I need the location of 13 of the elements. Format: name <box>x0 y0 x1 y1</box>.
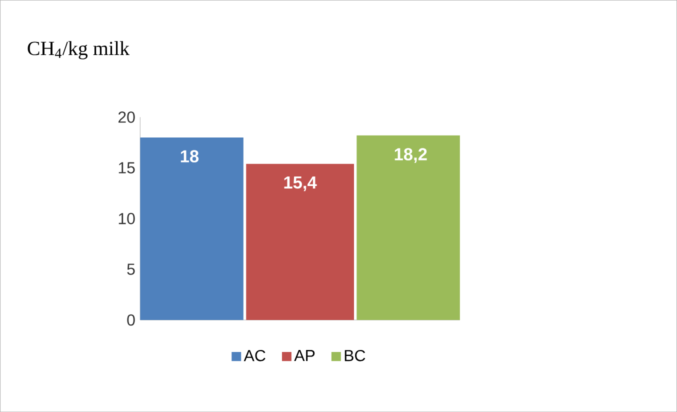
data-label: 18,2 <box>394 148 427 163</box>
y-tick-label: 20 <box>118 111 135 123</box>
data-label: 18 <box>180 150 199 162</box>
legend-label: AP <box>294 350 315 361</box>
y-tick-label: 10 <box>118 212 135 224</box>
y-axis-title: CH$_{4}$/kg milk <box>28 41 130 60</box>
y-tick-label: 0 <box>127 314 135 326</box>
legend-label: AC <box>244 350 266 362</box>
y-tick-label: 5 <box>127 264 135 275</box>
y-tick-label: 15 <box>118 162 135 174</box>
bar <box>246 164 354 320</box>
data-label: 15,4 <box>284 176 317 192</box>
legend-label: BC <box>344 350 366 362</box>
